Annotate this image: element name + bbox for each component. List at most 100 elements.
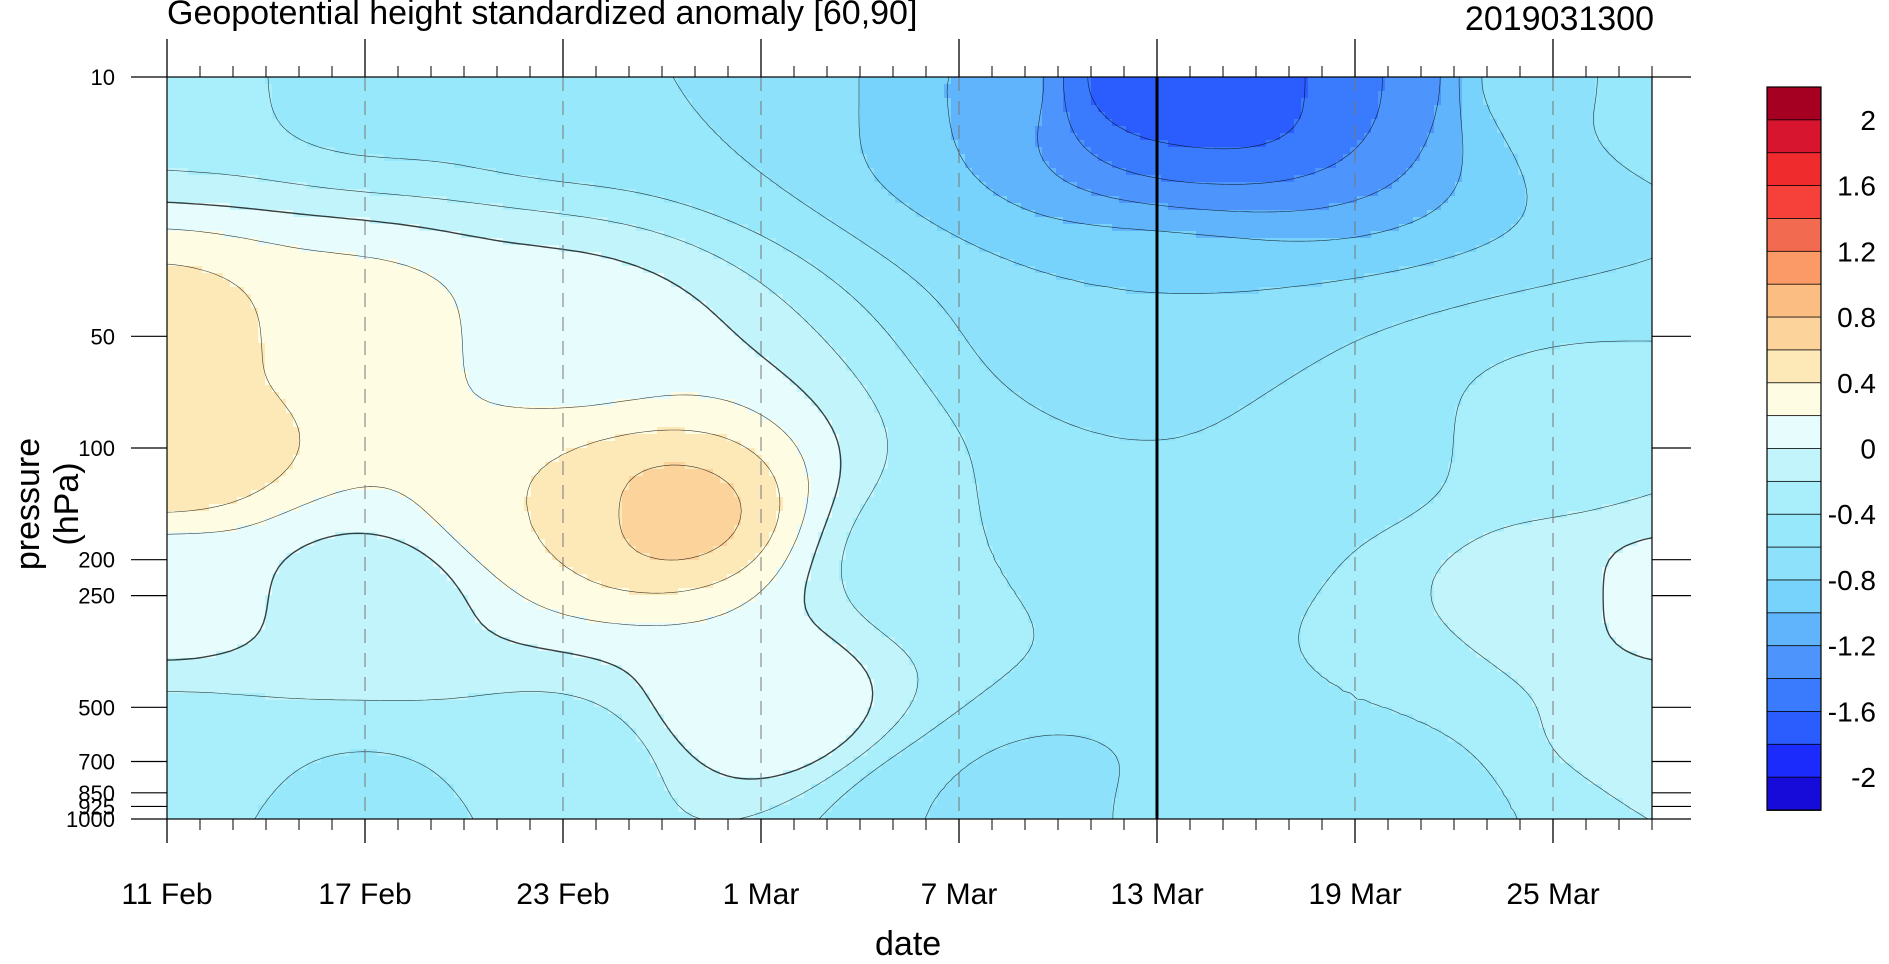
field-cell — [1287, 140, 1295, 148]
field-cell — [300, 238, 308, 246]
field-cell — [293, 119, 301, 127]
field-cell — [1161, 140, 1169, 148]
field-cell — [1182, 126, 1190, 134]
field-cell — [489, 182, 497, 190]
field-cell — [524, 175, 532, 183]
field-cell — [1588, 175, 1596, 183]
field-cell — [1406, 154, 1414, 162]
field-cell — [1434, 140, 1442, 148]
field-cell — [1483, 140, 1491, 148]
field-cell — [370, 147, 378, 155]
field-cell — [846, 133, 854, 141]
field-cell — [1623, 84, 1631, 92]
field-cell — [1210, 112, 1218, 120]
field-cell — [923, 154, 931, 162]
field-cell — [580, 231, 588, 239]
field-cell — [650, 140, 658, 148]
field-cell — [1245, 182, 1253, 190]
field-cell — [1329, 77, 1337, 85]
field-cell — [293, 112, 301, 120]
field-cell — [496, 91, 504, 99]
field-cell — [811, 147, 819, 155]
field-cell — [349, 224, 357, 232]
field-cell — [1637, 210, 1645, 218]
field-cell — [433, 112, 441, 120]
field-cell — [1399, 133, 1407, 141]
field-cell — [846, 77, 854, 85]
field-cell — [489, 196, 497, 204]
field-cell — [1588, 189, 1596, 197]
field-cell — [1581, 189, 1589, 197]
field-cell — [405, 126, 413, 134]
field-cell — [1294, 105, 1302, 113]
field-cell — [1210, 126, 1218, 134]
field-cell — [587, 203, 595, 211]
field-cell — [1588, 210, 1596, 218]
field-cell — [1000, 112, 1008, 120]
field-cell — [769, 140, 777, 148]
field-cell — [930, 147, 938, 155]
field-cell — [783, 238, 791, 246]
field-cell — [1420, 182, 1428, 190]
field-cell — [167, 105, 175, 113]
field-cell — [258, 189, 266, 197]
field-cell — [1476, 189, 1484, 197]
field-cell — [496, 217, 504, 225]
field-cell — [1350, 91, 1358, 99]
field-cell — [1224, 119, 1232, 127]
field-cell — [1182, 231, 1190, 239]
field-cell — [1511, 147, 1519, 155]
field-cell — [1469, 231, 1477, 239]
field-cell — [706, 168, 714, 176]
field-cell — [545, 154, 553, 162]
field-cell — [265, 217, 273, 225]
field-cell — [1350, 126, 1358, 134]
field-cell — [1133, 154, 1141, 162]
field-cell — [1630, 98, 1638, 106]
field-cell — [314, 224, 322, 232]
field-cell — [545, 189, 553, 197]
field-cell — [482, 189, 490, 197]
field-cell — [363, 112, 371, 120]
field-cell — [1112, 175, 1120, 183]
field-cell — [1581, 154, 1589, 162]
field-cell — [517, 182, 525, 190]
field-cell — [986, 119, 994, 127]
field-cell — [1567, 168, 1575, 176]
field-cell — [181, 119, 189, 127]
field-cell — [846, 84, 854, 92]
field-cell — [965, 119, 973, 127]
field-cell — [678, 105, 686, 113]
field-cell — [384, 224, 392, 232]
field-cell — [1203, 154, 1211, 162]
field-cell — [636, 84, 644, 92]
field-cell — [1364, 98, 1372, 106]
field-cell — [223, 175, 231, 183]
field-cell — [1028, 196, 1036, 204]
field-cell — [1014, 105, 1022, 113]
field-cell — [1490, 182, 1498, 190]
field-cell — [1007, 168, 1015, 176]
field-cell — [1182, 217, 1190, 225]
field-cell — [1476, 98, 1484, 106]
field-cell — [531, 182, 539, 190]
field-cell — [622, 77, 630, 85]
field-cell — [377, 91, 385, 99]
field-cell — [580, 119, 588, 127]
field-cell — [328, 217, 336, 225]
field-cell — [1133, 147, 1141, 155]
field-cell — [1322, 91, 1330, 99]
field-cell — [181, 238, 189, 246]
field-cell — [1245, 231, 1253, 239]
field-cell — [811, 91, 819, 99]
field-cell — [237, 210, 245, 218]
field-cell — [748, 238, 756, 246]
field-cell — [1091, 105, 1099, 113]
field-cell — [629, 91, 637, 99]
field-cell — [1161, 133, 1169, 141]
field-cell — [1161, 147, 1169, 155]
field-cell — [1637, 84, 1645, 92]
field-cell — [587, 98, 595, 106]
field-cell — [657, 126, 665, 134]
field-cell — [300, 189, 308, 197]
